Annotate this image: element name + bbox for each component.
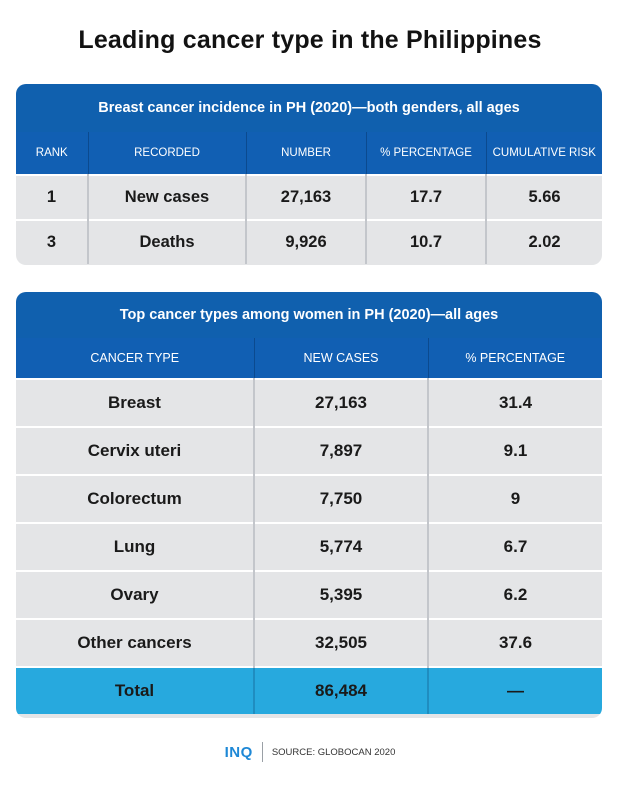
table-row: Lung 5,774 6.7 [16,522,602,571]
page-title: Leading cancer type in the Philippines [78,26,542,54]
table-header-row: CANCER TYPE NEW CASES % PERCENTAGE [16,338,602,379]
table-cell: New cases [88,174,247,220]
total-row: Total 86,484 — [16,666,602,714]
column-header-percentage: % PERCENTAGE [428,338,602,379]
table-cell: 6.2 [428,570,602,619]
column-header-number: NUMBER [246,132,367,175]
total-new-cases-cell: 86,484 [254,666,429,714]
table-cell: 9 [428,474,602,523]
table-cell: 5,395 [254,570,429,619]
table-row: Cervix uteri 7,897 9.1 [16,426,602,475]
table-cell: 5.66 [486,174,602,220]
table-row: 1 New cases 27,163 17.7 5.66 [16,174,602,220]
breast-cancer-incidence-table-title: Breast cancer incidence in PH (2020)—bot… [16,84,602,132]
table-row: Breast 27,163 31.4 [16,378,602,427]
table-row: Ovary 5,395 6.2 [16,570,602,619]
table-cell: 17.7 [366,174,487,220]
table-cell: 27,163 [254,378,429,427]
total-percentage-cell: — [428,666,602,714]
footer: INQ SOURCE: GLOBOCAN 2020 [0,742,620,762]
table-cell: Breast [16,378,255,427]
breast-cancer-incidence-table: RANK RECORDED NUMBER % PERCENTAGE CUMULA… [16,132,602,264]
table-cell: 1 [16,174,89,220]
table-row: Other cancers 32,505 37.6 [16,618,602,667]
breast-cancer-incidence-table-panel: Breast cancer incidence in PH (2020)—bot… [16,84,602,265]
table-cell: 3 [16,219,89,264]
top-cancer-types-table-title: Top cancer types among women in PH (2020… [16,292,602,338]
table-cell: 10.7 [366,219,487,264]
total-label-cell: Total [16,666,255,714]
table-cell: 9,926 [246,219,367,264]
source-credit: SOURCE: GLOBOCAN 2020 [271,746,396,758]
top-cancer-types-table: CANCER TYPE NEW CASES % PERCENTAGE Breas… [16,338,602,714]
top-cancer-types-table-panel: Top cancer types among women in PH (2020… [16,292,602,718]
table-header-row: RANK RECORDED NUMBER % PERCENTAGE CUMULA… [16,132,602,175]
table-cell: 7,750 [254,474,429,523]
table-cell: 5,774 [254,522,429,571]
table-cell: 7,897 [254,426,429,475]
column-header-rank: RANK [16,132,89,175]
column-header-cancer-type: CANCER TYPE [16,338,255,379]
column-header-recorded: RECORDED [88,132,247,175]
column-header-percentage: % PERCENTAGE [366,132,487,175]
table-cell: 31.4 [428,378,602,427]
table-row: 3 Deaths 9,926 10.7 2.02 [16,219,602,264]
table-cell: Lung [16,522,255,571]
table-cell: Other cancers [16,618,255,667]
table-cell: Colorectum [16,474,255,523]
table-row: Colorectum 7,750 9 [16,474,602,523]
table-cell: 9.1 [428,426,602,475]
table-cell: Deaths [88,219,247,264]
table-cell: 32,505 [254,618,429,667]
inq-logo: INQ [224,743,253,761]
footer-divider [261,742,263,762]
table-cell: Cervix uteri [16,426,255,475]
table-cell: 6.7 [428,522,602,571]
column-header-new-cases: NEW CASES [254,338,429,379]
table-cell: Ovary [16,570,255,619]
table-cell: 2.02 [486,219,602,264]
column-header-cumulative-risk: CUMULATIVE RISK [486,132,602,175]
table-cell: 37.6 [428,618,602,667]
table-cell: 27,163 [246,174,367,220]
